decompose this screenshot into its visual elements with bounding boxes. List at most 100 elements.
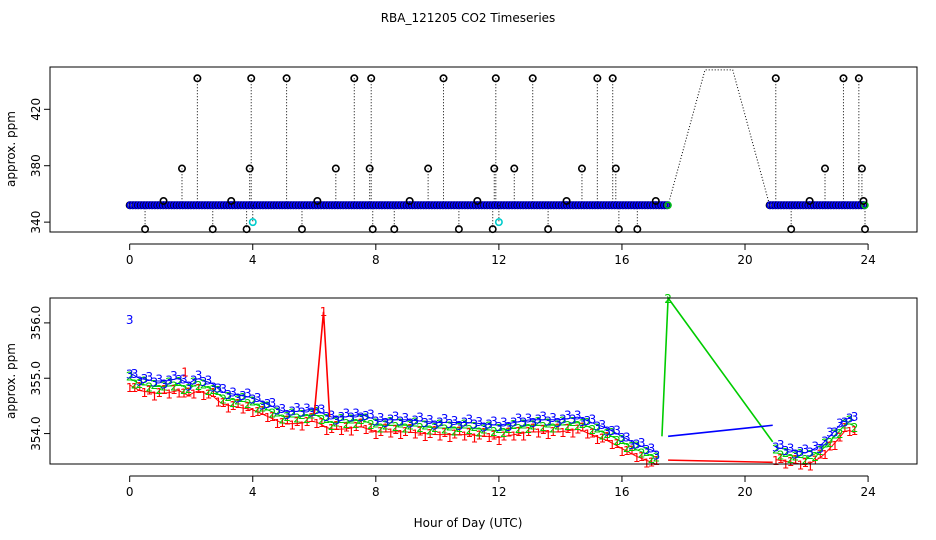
- series-2-marker: 2: [787, 452, 795, 466]
- series-3-marker: 3: [456, 419, 464, 433]
- series-1-marker: 1: [525, 425, 533, 439]
- series-1-marker: 1: [638, 450, 646, 464]
- series-3-marker: 3: [505, 420, 513, 434]
- series-1-marker: 1: [431, 424, 439, 438]
- series-1-marker: 1: [456, 424, 464, 438]
- series-3-marker: 3: [549, 411, 557, 425]
- series-1-marker: 1: [303, 415, 311, 429]
- spike-point: [611, 164, 620, 173]
- series-3-marker: 3: [347, 411, 355, 425]
- series-3-marker: 3: [180, 373, 188, 387]
- series-2-marker: 2: [411, 416, 419, 430]
- series-2-marker: 2: [500, 426, 508, 440]
- series-3-marker: 3: [136, 375, 144, 389]
- series-2-marker: 2: [254, 402, 262, 416]
- series-3-marker: 3: [278, 402, 286, 416]
- series-3-marker: 3: [495, 420, 503, 434]
- series-2-marker: 2: [598, 428, 606, 442]
- series-3-marker: 3: [185, 380, 193, 394]
- series-3-marker: 3: [559, 412, 567, 426]
- series-1-marker: 1: [298, 419, 306, 433]
- series-1-marker: 1: [416, 424, 424, 438]
- series-2-line: [129, 377, 657, 458]
- series-1-marker: 1: [283, 413, 291, 427]
- top-x-tick-label: 20: [737, 253, 752, 267]
- spike-point: [473, 196, 482, 205]
- series-1-marker: 1: [377, 425, 385, 439]
- series-1-marker: 1: [633, 451, 641, 465]
- series-3-marker: 3: [244, 386, 252, 400]
- series-1-marker: 1: [338, 424, 346, 438]
- series-2-marker: 2: [618, 433, 626, 447]
- series-3-marker: 3: [603, 425, 611, 439]
- series-3-marker: 3: [787, 441, 795, 455]
- series-3-marker: 3: [811, 440, 819, 454]
- series-1-marker: 1: [308, 411, 316, 425]
- series-3-marker: 3: [648, 441, 656, 455]
- series-2-marker: 2: [772, 443, 780, 457]
- series-2-marker: 2: [797, 447, 805, 461]
- series-1-marker: 1: [224, 402, 232, 416]
- series-1-marker: 1: [534, 427, 542, 441]
- series-2-marker: 2: [792, 449, 800, 463]
- spike-point: [528, 74, 537, 83]
- series-3-marker: 3: [254, 391, 262, 405]
- top-panel: 0 4 8 12 16 20 24 340 380 420 approx. ppm: [4, 66, 918, 267]
- series-1-marker: 1: [598, 432, 606, 446]
- series-3-marker: 3: [797, 445, 805, 459]
- series-1-marker: 1: [160, 383, 168, 397]
- series-3-marker: 3: [323, 410, 331, 424]
- series-2-marker: 2: [851, 421, 859, 435]
- series-3-marker: 3: [525, 411, 533, 425]
- series-2-marker: 2: [367, 418, 375, 432]
- series-1-marker: 1: [490, 428, 498, 442]
- series-1-marker: 1: [141, 386, 149, 400]
- series-2-marker: 2: [155, 383, 163, 397]
- spike-point: [245, 164, 254, 173]
- series-3-marker: 3: [579, 415, 587, 429]
- series-2-marker: 2: [377, 422, 385, 436]
- series-1-marker: 1: [826, 440, 834, 454]
- series-2-marker: 2: [200, 377, 208, 391]
- series-2-marker: 2: [180, 383, 188, 397]
- series-2-marker: 2: [397, 417, 405, 431]
- series-3-marker: 3: [490, 415, 498, 429]
- series-2-marker: 2: [836, 427, 844, 441]
- series-1-marker: 1: [254, 405, 262, 419]
- series-3-marker: 3: [441, 412, 449, 426]
- series-2-marker: 2: [431, 421, 439, 435]
- series-3-marker: 3: [357, 411, 365, 425]
- series-2-marker: 2: [554, 418, 562, 432]
- series-1-marker: 1: [269, 410, 277, 424]
- series-2-marker: 2: [461, 418, 469, 432]
- series-3-line: [129, 372, 657, 453]
- bottom-y-tick-label: 354.0: [29, 416, 43, 450]
- series-3-marker: 3: [170, 369, 178, 383]
- series-1-marker: 1: [333, 419, 341, 433]
- series-3-marker: 3: [362, 409, 370, 423]
- bottom-panel: 1111111111111111111111111111111111111111…: [4, 292, 918, 530]
- series-2-marker: 2: [589, 423, 597, 437]
- series-1-marker: 1: [461, 429, 469, 443]
- series-3-marker: 3: [160, 377, 168, 391]
- series-2-marker: 2: [288, 407, 296, 421]
- spike-point: [859, 196, 868, 205]
- series-2-marker: 2: [278, 413, 286, 427]
- series-2-marker: 2: [594, 422, 602, 436]
- series-3-marker: 3: [608, 424, 616, 438]
- series-3-marker: 3: [392, 409, 400, 423]
- spike-point: [424, 164, 433, 173]
- series-3-marker: 3: [195, 368, 203, 382]
- series-1-marker: 1: [782, 458, 790, 472]
- series-2-marker: 2: [584, 416, 592, 430]
- series-1-marker: 1: [421, 430, 429, 444]
- series-3-marker: 3: [333, 413, 341, 427]
- series-1-marker: 1: [653, 454, 661, 468]
- series-1-marker: 1: [613, 437, 621, 451]
- series-1-marker: 1: [342, 420, 350, 434]
- spike-point: [247, 74, 256, 83]
- series-1-marker: 1: [475, 429, 483, 443]
- series-2-marker: 2: [534, 415, 542, 429]
- cal-point: [861, 201, 869, 209]
